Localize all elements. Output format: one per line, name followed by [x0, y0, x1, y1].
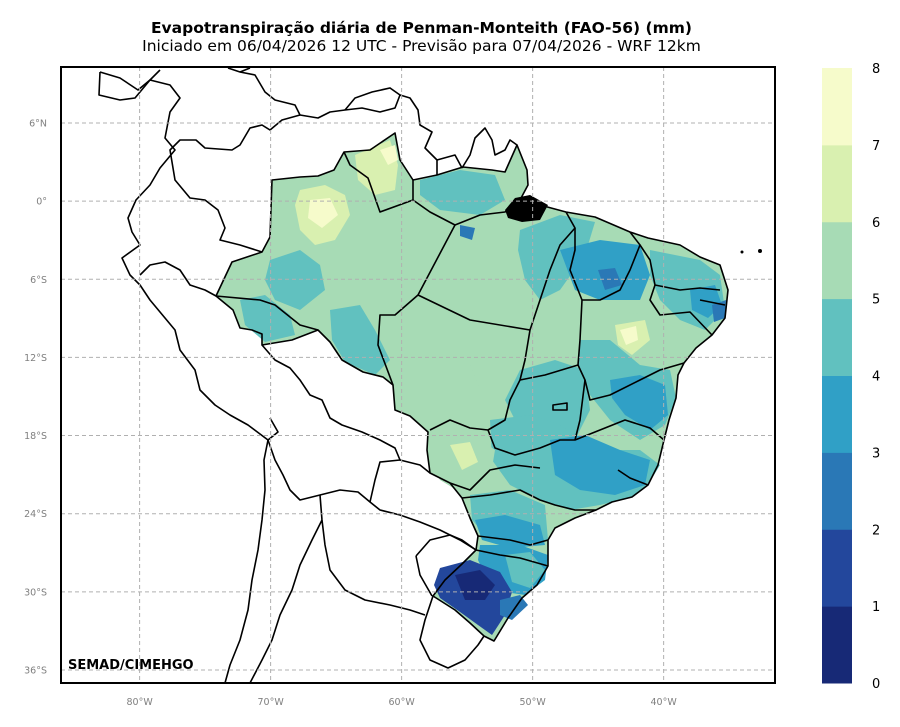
colorbar-segment	[822, 68, 852, 146]
lat-tick-label: 12°S	[24, 353, 47, 364]
map-area	[61, 67, 775, 683]
lat-tick-label: 6°S	[30, 275, 47, 286]
colorbar-tick-label: 3	[872, 446, 880, 461]
colorbar-segment	[822, 452, 852, 530]
colorbar-segment	[822, 606, 852, 684]
colorbar-tick-label: 5	[872, 293, 880, 308]
lat-tick-label: 24°S	[24, 509, 47, 520]
lon-tick-label: 80°W	[126, 697, 153, 708]
lat-tick-label: 30°S	[24, 587, 47, 598]
lon-tick-label: 70°W	[257, 697, 284, 708]
lat-tick-label: 18°S	[24, 431, 47, 442]
marajo-island	[505, 195, 548, 222]
colorbar-tick-label: 2	[872, 523, 880, 538]
colorbar-segment	[822, 529, 852, 607]
colorbar-tick-label: 8	[872, 62, 880, 77]
colorbar	[822, 68, 852, 684]
colorbar-tick-label: 1	[872, 600, 880, 615]
colorbar-segment	[822, 221, 852, 300]
country-borders	[98, 67, 518, 683]
lat-tick-label: 0°	[36, 197, 47, 208]
colorbar-tick-label: 0	[872, 677, 880, 692]
latitude-tick-labels: 6°N 0° 6°S 12°S 18°S 24°S 30°S 36°S	[24, 119, 47, 677]
colorbar-tick-label: 4	[872, 370, 880, 385]
lon-tick-label: 40°W	[651, 697, 678, 708]
lon-tick-label: 50°W	[520, 697, 547, 708]
lon-tick-label: 60°W	[389, 697, 416, 708]
lat-tick-label: 6°N	[29, 119, 47, 130]
coastline	[149, 67, 401, 111]
map-subtitle: Iniciado em 06/04/2026 12 UTC - Previsão…	[142, 37, 701, 55]
brazil-state-borders	[215, 132, 729, 642]
map-title: Evapotranspiração diária de Penman-Monte…	[150, 19, 693, 37]
map-frame	[60, 66, 776, 684]
colorbar-tick-label: 6	[872, 216, 880, 231]
longitude-tick-labels: 80°W 70°W 60°W 50°W 40°W	[126, 697, 677, 708]
colorbar-tick-labels: 0 1 2 3 4 5 6 7 8	[872, 62, 880, 692]
credit-label: SEMAD/CIMEHGO	[68, 658, 194, 673]
colorbar-segment	[822, 144, 852, 223]
gridlines	[61, 67, 775, 683]
colorbar-segment	[822, 375, 852, 453]
lat-tick-label: 36°S	[24, 665, 47, 676]
colorbar-segment	[822, 298, 852, 376]
colorbar-tick-label: 7	[872, 139, 880, 154]
